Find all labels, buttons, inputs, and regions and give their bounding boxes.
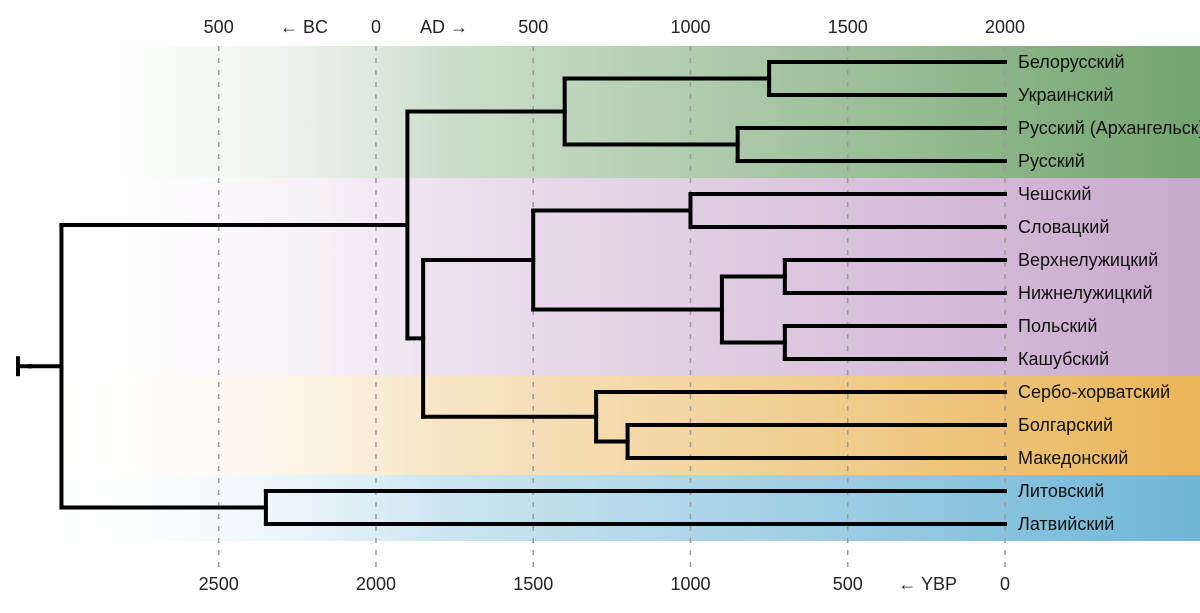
leaf-label: Нижнелужицкий <box>1018 283 1153 303</box>
axis-top-tick: 2000 <box>985 17 1025 37</box>
leaf-label: Украинский <box>1018 85 1114 105</box>
leaf-label: Болгарский <box>1018 415 1113 435</box>
axis-bottom-tick: 0 <box>1000 574 1010 594</box>
axis-bottom-tick: 2000 <box>356 574 396 594</box>
axis-top-tick: 1000 <box>670 17 710 37</box>
axis-bottom-tick: 1500 <box>513 574 553 594</box>
leaf-label: Латвийский <box>1018 514 1114 534</box>
axis-bottom: 2500 2000 1500 1000 500 0 ← YBP <box>199 574 1010 594</box>
axis-top-bc: ← BC <box>280 17 328 37</box>
leaf-label: Русский (Архангельск) <box>1018 118 1200 138</box>
axis-bottom-tick: 500 <box>833 574 863 594</box>
leaf-label: Белорусский <box>1018 52 1125 72</box>
leaf-label: Македонский <box>1018 448 1128 468</box>
axis-top-tick: 500 <box>518 17 548 37</box>
axis-bottom-ybp: ← YBP <box>898 574 957 594</box>
leaf-label: Польский <box>1018 316 1097 336</box>
axis-bottom-tick: 1000 <box>670 574 710 594</box>
axis-top-tick: 500 <box>204 17 234 37</box>
leaf-label: Сербо-хорватский <box>1018 382 1170 402</box>
axis-top: 500 0 500 1000 1500 2000 ← BC AD → <box>204 17 1025 37</box>
leaf-label: Чешский <box>1018 184 1091 204</box>
phylogenetic-tree: 500 0 500 1000 1500 2000 ← BC AD → 2500 2000 1500 1… <box>0 0 1200 613</box>
leaf-label: Верхнелужицкий <box>1018 250 1158 270</box>
leaf-label: Кашубский <box>1018 349 1109 369</box>
band-west-slavic <box>30 178 1200 376</box>
leaf-label: Словацкий <box>1018 217 1109 237</box>
leaf-label: Русский <box>1018 151 1085 171</box>
leaf-label: Литовский <box>1018 481 1104 501</box>
axis-top-tick: 0 <box>371 17 381 37</box>
axis-top-ad: AD → <box>420 17 468 37</box>
axis-top-tick: 1500 <box>828 17 868 37</box>
axis-bottom-tick: 2500 <box>199 574 239 594</box>
